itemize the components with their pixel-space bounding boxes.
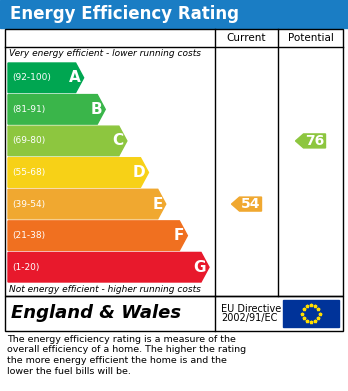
Bar xyxy=(5,296,343,331)
Polygon shape xyxy=(231,197,261,211)
Text: Very energy efficient - lower running costs: Very energy efficient - lower running co… xyxy=(9,50,201,59)
Polygon shape xyxy=(8,126,127,156)
Text: G: G xyxy=(193,260,206,275)
Text: C: C xyxy=(113,133,124,149)
Text: Current: Current xyxy=(227,33,266,43)
Polygon shape xyxy=(8,158,149,187)
Polygon shape xyxy=(8,63,84,93)
Text: (81-91): (81-91) xyxy=(12,105,45,114)
Text: Potential: Potential xyxy=(287,33,333,43)
Text: F: F xyxy=(174,228,184,243)
Text: (92-100): (92-100) xyxy=(12,73,51,82)
Text: D: D xyxy=(133,165,145,180)
Polygon shape xyxy=(8,95,105,124)
Text: The energy efficiency rating is a measure of the: The energy efficiency rating is a measur… xyxy=(7,335,236,344)
Bar xyxy=(5,29,343,296)
Text: EU Directive: EU Directive xyxy=(221,303,281,314)
Text: Not energy efficient - higher running costs: Not energy efficient - higher running co… xyxy=(9,285,201,294)
Polygon shape xyxy=(295,134,325,148)
Text: B: B xyxy=(90,102,102,117)
Text: the more energy efficient the home is and the: the more energy efficient the home is an… xyxy=(7,356,227,365)
Bar xyxy=(283,300,339,327)
Text: (69-80): (69-80) xyxy=(12,136,45,145)
Text: (55-68): (55-68) xyxy=(12,168,45,177)
Text: (1-20): (1-20) xyxy=(12,263,39,272)
Text: (39-54): (39-54) xyxy=(12,199,45,208)
Bar xyxy=(0,0,348,28)
Text: lower the fuel bills will be.: lower the fuel bills will be. xyxy=(7,366,131,375)
Polygon shape xyxy=(8,221,187,250)
Polygon shape xyxy=(8,189,166,219)
Text: Energy Efficiency Rating: Energy Efficiency Rating xyxy=(10,5,239,23)
Text: (21-38): (21-38) xyxy=(12,231,45,240)
Text: overall efficiency of a home. The higher the rating: overall efficiency of a home. The higher… xyxy=(7,346,246,355)
Text: England & Wales: England & Wales xyxy=(11,305,181,323)
Text: E: E xyxy=(152,197,163,212)
Text: 2002/91/EC: 2002/91/EC xyxy=(221,314,277,323)
Text: 76: 76 xyxy=(305,134,324,148)
Text: 54: 54 xyxy=(241,197,260,211)
Polygon shape xyxy=(8,253,209,282)
Text: A: A xyxy=(69,70,81,85)
